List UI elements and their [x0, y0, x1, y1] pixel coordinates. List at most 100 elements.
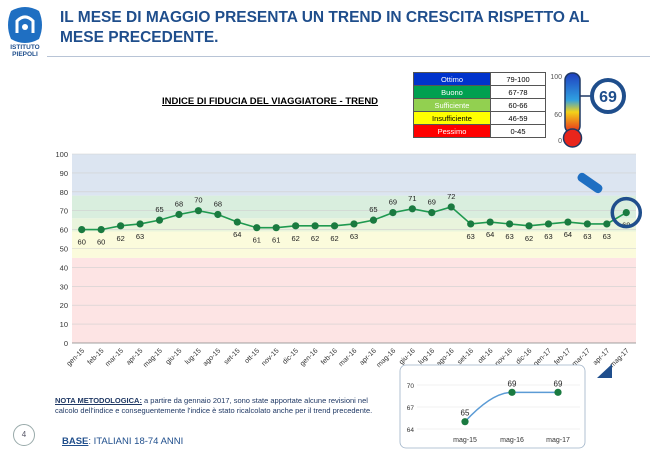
x-tick-label: mar-15 [104, 347, 125, 368]
inset-data-point [554, 388, 562, 396]
x-tick-label: feb-15 [87, 347, 106, 366]
data-point [486, 218, 494, 226]
data-label: 69 [428, 198, 436, 207]
methodology-note: NOTA METODOLOGICA: a partire da gennaio … [55, 396, 373, 415]
legend-label: Insufficiente [413, 111, 491, 125]
logo-text: ISTITUTO PIEPOLI [10, 44, 40, 58]
x-tick-label: lug-16 [417, 347, 436, 366]
thermometer-tick-60: 60 [554, 112, 562, 119]
x-tick-label: ott-16 [477, 347, 495, 365]
inset-y-tick-label: 64 [407, 427, 415, 434]
data-point [292, 222, 300, 230]
data-point [253, 224, 261, 232]
inset-y-tick-label: 70 [407, 383, 415, 390]
data-label: 68 [214, 199, 222, 208]
legend-range: 0-45 [490, 124, 546, 138]
y-tick-label: 90 [60, 169, 68, 178]
data-label: 71 [408, 194, 416, 203]
y-tick-label: 30 [60, 282, 68, 291]
data-point [194, 207, 203, 215]
data-point [311, 222, 319, 230]
data-label: 62 [525, 234, 533, 243]
data-label: 61 [253, 236, 261, 245]
data-point [389, 208, 397, 217]
x-tick-label: nov-15 [261, 347, 281, 367]
data-point [136, 220, 144, 228]
x-tick-label: nov-16 [494, 347, 514, 367]
inset-chart-frame [399, 364, 586, 449]
inset-y-tick-label: 67 [407, 405, 415, 412]
data-point [428, 208, 436, 217]
legend-row: Sufficiente 60-66 [413, 98, 546, 112]
data-label: 63 [505, 232, 513, 241]
zone-band [72, 231, 636, 258]
data-label: 61 [272, 236, 280, 245]
x-tick-label: mag-15 [142, 347, 164, 369]
corner-arrow-icon [597, 364, 612, 378]
data-point [583, 220, 591, 228]
data-label: 62 [291, 234, 299, 243]
chart-title: INDICE DI FIDUCIA DEL VIAGGIATORE - TREN… [162, 96, 379, 107]
y-tick-label: 20 [60, 301, 68, 310]
x-tick-label: mag-16 [376, 347, 398, 369]
thermometer-icon: 100 60 0 69 [550, 72, 626, 148]
x-tick-label: ago-15 [202, 347, 222, 367]
data-label: 63 [544, 232, 552, 241]
legend-label: Pessimo [413, 124, 491, 138]
legend-label: Sufficiente [413, 98, 491, 112]
data-point [505, 220, 514, 228]
data-point [78, 226, 86, 234]
page-title: IL MESE DI MAGGIO PRESENTA UN TREND IN C… [60, 9, 590, 46]
data-point [564, 218, 572, 226]
data-point [467, 220, 475, 228]
x-tick-label: dic-16 [515, 347, 534, 366]
legend-row: Insufficiente 46-59 [413, 111, 546, 125]
inset-x-tick-label: mag-15 [453, 437, 477, 444]
data-label: 65 [155, 205, 163, 214]
data-point [369, 216, 378, 224]
data-label: 64 [564, 230, 572, 239]
data-point [330, 222, 339, 230]
thermometer-tick-100: 100 [550, 74, 562, 81]
data-label: 60 [78, 238, 86, 247]
zone-band [72, 257, 636, 343]
x-tick-label: gen-16 [299, 347, 319, 367]
thermometer-tick-0: 0 [558, 138, 562, 145]
data-point [525, 222, 533, 230]
inset-x-tick-label: mag-16 [500, 437, 524, 444]
data-point [447, 203, 455, 211]
zone-band [72, 195, 636, 219]
x-tick-label: feb-17 [553, 347, 572, 366]
logo [8, 7, 42, 43]
y-tick-label: 70 [60, 207, 68, 216]
data-point [233, 218, 241, 226]
data-point [117, 222, 125, 230]
data-label: 63 [603, 232, 611, 241]
y-tick-label: 100 [55, 150, 68, 159]
data-label: 62 [330, 234, 338, 243]
x-tick-label: mag-17 [609, 347, 631, 369]
highlight-ring [610, 196, 643, 229]
inset-data-label: 69 [508, 379, 517, 388]
data-point [350, 220, 358, 228]
zone-band [72, 154, 636, 196]
x-tick-label: feb-16 [320, 347, 339, 366]
inset-x-tick-label: mag-17 [546, 437, 570, 444]
data-point [272, 224, 280, 232]
data-label: 63 [350, 232, 358, 241]
data-point [544, 220, 553, 228]
x-tick-label: gen-15 [66, 347, 86, 367]
data-point [175, 210, 183, 219]
x-tick-label: giu-15 [165, 347, 184, 366]
x-tick-label: dic-15 [282, 347, 301, 366]
data-label: 62 [311, 234, 319, 243]
y-tick-label: 10 [60, 320, 68, 329]
data-label: 60 [97, 238, 105, 247]
inset-data-point [461, 418, 469, 426]
y-tick-label: 50 [60, 245, 68, 254]
data-label: 69 [389, 198, 397, 207]
x-tick-label: ott-15 [244, 347, 262, 365]
inset-data-label: 65 [461, 409, 470, 418]
data-label: 63 [467, 232, 475, 241]
